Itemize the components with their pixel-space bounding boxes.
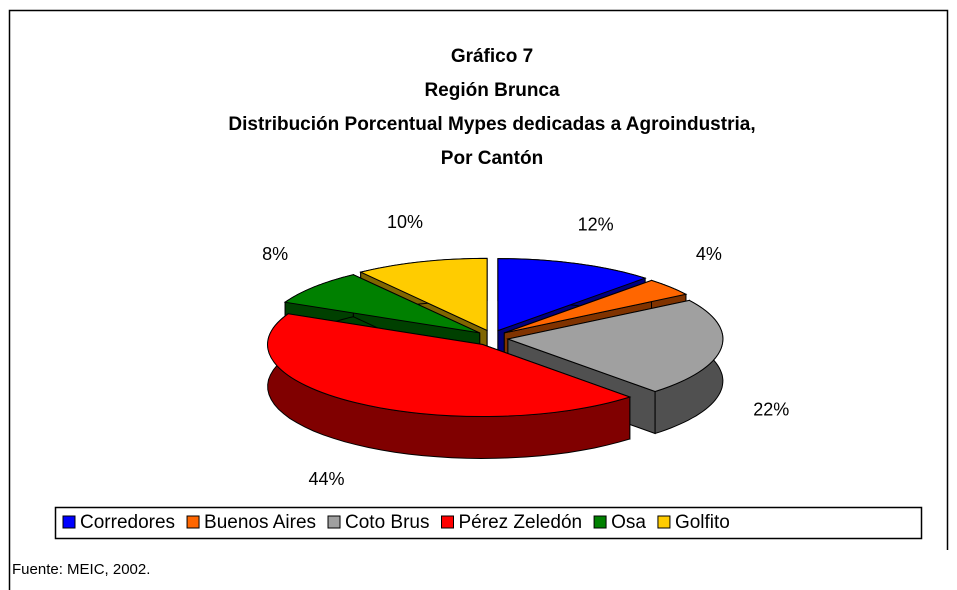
legend-label: Corredores bbox=[80, 512, 175, 533]
chart-title: Región Brunca bbox=[424, 80, 560, 101]
pie: 12% 4% 22% 44% 8% 10% bbox=[262, 212, 789, 489]
chart-title: Distribución Porcentual Mypes dedicadas … bbox=[228, 114, 755, 135]
legend-swatch bbox=[62, 515, 76, 529]
slice bbox=[359, 257, 488, 332]
legend-label: Buenos Aires bbox=[204, 512, 316, 533]
source: Fuente: MEIC, 2002. bbox=[12, 561, 150, 578]
legend-swatch bbox=[593, 515, 607, 529]
legend-swatch bbox=[327, 515, 341, 529]
data-label: 8% bbox=[262, 244, 288, 264]
legend-label: Osa bbox=[611, 512, 646, 533]
legend-swatch bbox=[186, 515, 200, 529]
legend-swatch bbox=[441, 515, 454, 529]
slice bbox=[504, 279, 688, 334]
slice bbox=[497, 258, 647, 332]
chart-title: Gráfico 7 bbox=[451, 46, 533, 67]
chart-title: Por Cantón bbox=[441, 148, 543, 169]
data-label: 10% bbox=[387, 212, 423, 232]
chart-frame bbox=[8, 9, 949, 590]
slice bbox=[283, 274, 480, 334]
data-label: 44% bbox=[309, 469, 345, 489]
legend-swatch bbox=[657, 515, 671, 529]
data-label: 4% bbox=[696, 244, 722, 264]
legend-label: Pérez Zeledón bbox=[459, 512, 583, 533]
legend-label: Coto Brus bbox=[345, 512, 429, 533]
legend-label: Golfito bbox=[675, 512, 730, 533]
data-label: 22% bbox=[753, 399, 789, 419]
slice bbox=[506, 299, 724, 393]
slice bbox=[267, 313, 632, 418]
data-label: 12% bbox=[578, 214, 614, 234]
legend: Corredores Buenos Aires Coto Brus Pérez Zel… bbox=[62, 512, 730, 533]
legend-box bbox=[54, 506, 923, 540]
